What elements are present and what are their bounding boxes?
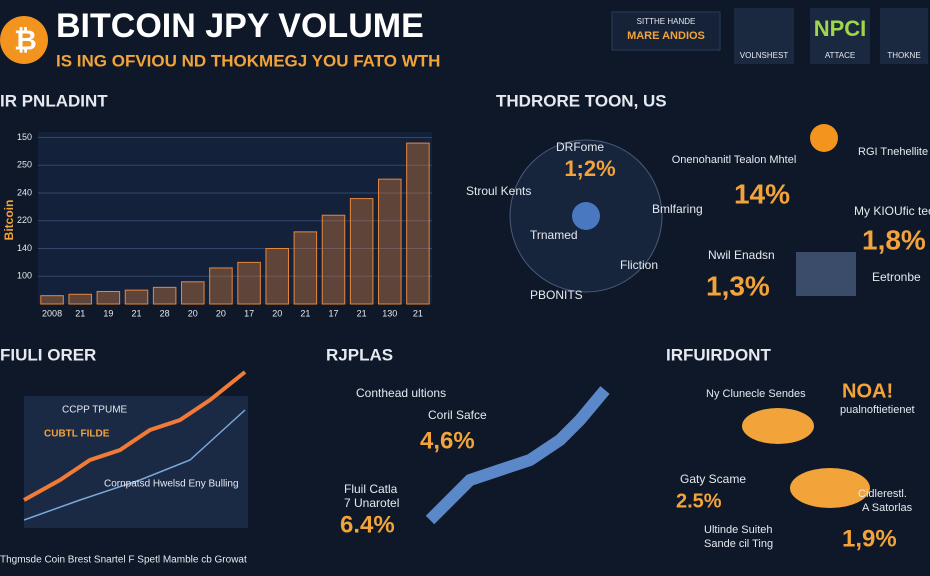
- x-tick-label: 21: [413, 308, 423, 318]
- x-tick-label: 130: [382, 308, 397, 318]
- y-tick-label: 240: [17, 187, 32, 197]
- label: Ultinde Suiteh: [704, 524, 773, 536]
- bar: [265, 248, 289, 305]
- label: Stroul Kents: [466, 184, 531, 198]
- logo-small: SITTHE HANDE: [637, 17, 696, 26]
- decor-arrow: [425, 386, 610, 525]
- value-label: 1,9%: [842, 525, 897, 552]
- x-tick-label: 21: [131, 308, 141, 318]
- bar: [293, 231, 318, 305]
- decor-disc: [790, 468, 870, 508]
- label: My KIOUfic tec: [854, 204, 930, 218]
- x-tick-label: 20: [216, 308, 226, 318]
- label: Gaty Scame: [680, 472, 746, 486]
- label: RGI Tnehellite Wheolt Pib Ting: [858, 146, 930, 158]
- logo-mark: NPCI: [814, 16, 867, 41]
- label: Nwil Enadsn: [708, 248, 775, 262]
- subtitle: IS ING OFVIOU ND THOKMEGJ YOU FATO WTH: [56, 51, 440, 70]
- value-label: 4,6%: [420, 427, 475, 454]
- section-title: IRFUIRDONT: [666, 345, 771, 364]
- logo-label: ATTACE: [825, 51, 855, 60]
- device-icon: [796, 252, 856, 296]
- section-title: FIULI ORER: [0, 345, 96, 364]
- label: Ny Clunecle Sendes: [706, 388, 806, 400]
- bar: [321, 214, 346, 305]
- bar: [152, 286, 177, 305]
- x-tick-label: 17: [328, 308, 338, 318]
- label: Cidlerestl.: [858, 488, 907, 500]
- bar: [378, 178, 402, 305]
- label: Conthead ultions: [356, 386, 446, 400]
- y-tick-label: 220: [17, 215, 32, 225]
- bitcoin-logo: [0, 16, 48, 64]
- label: 7 Unarotel: [344, 496, 399, 510]
- label: CUBTL FILDE: [44, 429, 110, 440]
- y-tick-label: 250: [17, 160, 32, 170]
- value-label: 2.5%: [676, 490, 722, 512]
- decor-line: [23, 409, 246, 521]
- bar: [349, 198, 374, 305]
- logo-box: [734, 8, 794, 64]
- x-tick-label: 17: [244, 308, 254, 318]
- label: Cornpatsd Hwelsd Eny Bulling: [104, 479, 239, 490]
- label: Fluil Catla: [344, 482, 398, 496]
- title: BITCOIN JPY VOLUME: [56, 7, 424, 45]
- value-label: 1,8%: [862, 224, 926, 255]
- section-title: RJPLAS: [326, 345, 393, 364]
- y-tick-label: 140: [17, 243, 32, 253]
- logo-box: [611, 11, 721, 51]
- x-tick-label: 20: [188, 308, 198, 318]
- bitcoin-symbol: ₿: [14, 24, 37, 55]
- label: NOA!: [842, 380, 893, 402]
- label: Sande cil Ting: [704, 538, 773, 550]
- label: Onenohanitl Tealon Mhtel: [672, 154, 797, 166]
- x-tick-label: 28: [160, 308, 170, 318]
- section-title: IR PNLADINT: [0, 91, 108, 110]
- label: Fliction: [620, 258, 658, 272]
- chart-area: [38, 132, 432, 304]
- bar: [68, 293, 92, 305]
- label: A Satorlas: [862, 502, 913, 514]
- y-tick-label: 100: [17, 271, 32, 281]
- x-tick-label: 21: [75, 308, 85, 318]
- bar: [406, 142, 430, 305]
- label: Trnamed: [530, 228, 578, 242]
- label: DRFome: [556, 140, 604, 154]
- logo-label: VOLNSHEST: [740, 51, 789, 60]
- y-tick-label: 150: [17, 132, 32, 142]
- x-tick-label: 2008: [42, 308, 62, 318]
- x-tick-label: 21: [357, 308, 367, 318]
- decor-line: [23, 370, 247, 502]
- x-tick-label: 19: [103, 308, 113, 318]
- label: Eetronbe: [872, 270, 921, 284]
- label: PBONITS: [530, 288, 583, 302]
- y-axis-label: Bitcoin: [2, 200, 16, 241]
- center-node: [572, 202, 600, 230]
- value-label: 14%: [734, 178, 790, 209]
- bar: [40, 295, 64, 305]
- bar: [96, 291, 121, 305]
- icon: [810, 124, 838, 152]
- logo-label: THOKNE: [887, 51, 920, 60]
- section-title: THDRORE TOON, US: [496, 91, 667, 110]
- logo-main: MARE ANDIOS: [627, 30, 705, 42]
- bar: [209, 267, 233, 305]
- label: pualnoftietienet: [840, 404, 915, 416]
- value-label: 1;2%: [564, 156, 615, 181]
- label: CCPP TPUME: [62, 405, 128, 416]
- bar: [181, 281, 205, 305]
- value-label: 1,3%: [706, 270, 770, 301]
- bar: [237, 261, 261, 305]
- label: Coril Safce: [428, 408, 487, 422]
- logo-box: [810, 8, 870, 64]
- x-tick-label: 21: [300, 308, 310, 318]
- x-tick-label: 20: [272, 308, 282, 318]
- logo-box: [880, 8, 928, 64]
- decor-disc: [742, 408, 814, 444]
- footer: Thgmsde Coin Brest Snartel F Spetl Mambl…: [0, 555, 247, 566]
- bar: [124, 289, 149, 305]
- value-label: 6.4%: [340, 511, 395, 538]
- label: Bmlfaring: [652, 202, 703, 216]
